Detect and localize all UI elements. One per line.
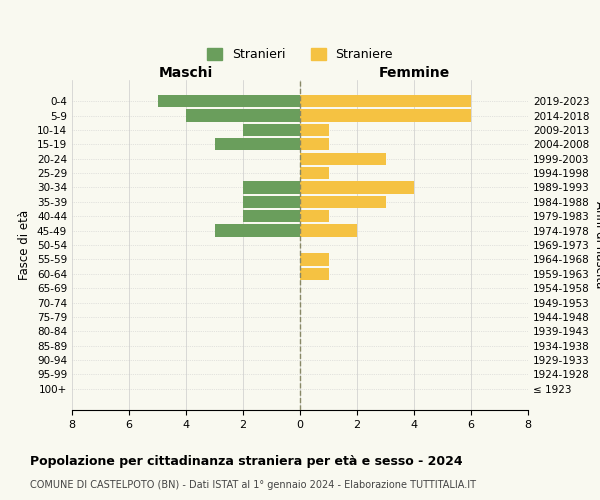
Bar	[300, 124, 329, 136]
Bar	[300, 138, 329, 150]
Bar	[215, 138, 300, 150]
Text: Maschi: Maschi	[159, 66, 213, 80]
Bar	[300, 210, 329, 222]
Text: Popolazione per cittadinanza straniera per età e sesso - 2024: Popolazione per cittadinanza straniera p…	[30, 455, 463, 468]
Bar	[300, 196, 386, 208]
Bar	[300, 110, 471, 122]
Bar	[300, 224, 357, 236]
Y-axis label: Fasce di età: Fasce di età	[19, 210, 31, 280]
Bar	[300, 152, 386, 165]
Bar	[243, 196, 300, 208]
Bar	[243, 210, 300, 222]
Legend: Stranieri, Straniere: Stranieri, Straniere	[202, 44, 398, 66]
Bar	[300, 268, 329, 280]
Y-axis label: Anni di nascita: Anni di nascita	[593, 202, 600, 288]
Bar	[157, 95, 300, 107]
Bar	[300, 95, 471, 107]
Text: Femmine: Femmine	[379, 66, 449, 80]
Bar	[215, 224, 300, 236]
Bar	[243, 124, 300, 136]
Bar	[243, 182, 300, 194]
Text: COMUNE DI CASTELPOTO (BN) - Dati ISTAT al 1° gennaio 2024 - Elaborazione TUTTITA: COMUNE DI CASTELPOTO (BN) - Dati ISTAT a…	[30, 480, 476, 490]
Bar	[186, 110, 300, 122]
Bar	[300, 167, 329, 179]
Bar	[300, 254, 329, 266]
Bar	[300, 182, 414, 194]
